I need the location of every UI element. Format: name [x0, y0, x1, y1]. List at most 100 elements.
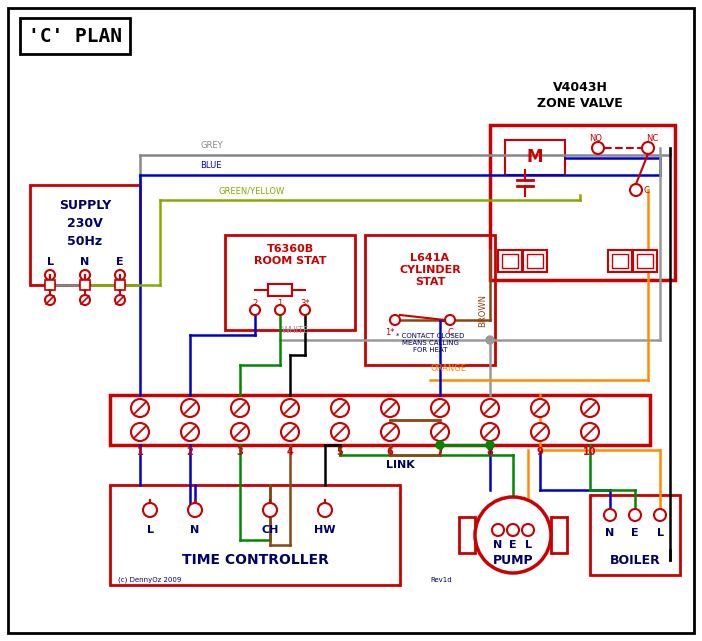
- Text: CH: CH: [261, 525, 279, 535]
- Text: 1: 1: [277, 299, 283, 308]
- Circle shape: [654, 509, 666, 521]
- Circle shape: [275, 305, 285, 315]
- Circle shape: [281, 399, 299, 417]
- Circle shape: [604, 509, 616, 521]
- Circle shape: [629, 509, 641, 521]
- Circle shape: [115, 295, 125, 305]
- Text: HW: HW: [314, 525, 336, 535]
- Circle shape: [581, 423, 599, 441]
- Text: LINK: LINK: [385, 460, 414, 470]
- FancyBboxPatch shape: [608, 250, 632, 272]
- Circle shape: [481, 399, 499, 417]
- Text: L: L: [524, 540, 531, 550]
- Circle shape: [522, 524, 534, 536]
- Text: * CONTACT CLOSED
MEANS CALLING
FOR HEAT: * CONTACT CLOSED MEANS CALLING FOR HEAT: [396, 333, 464, 353]
- Circle shape: [80, 295, 90, 305]
- Circle shape: [431, 399, 449, 417]
- Text: 4: 4: [286, 447, 293, 457]
- Circle shape: [115, 270, 125, 280]
- Text: N: N: [605, 528, 615, 538]
- FancyBboxPatch shape: [551, 517, 567, 553]
- FancyBboxPatch shape: [115, 280, 125, 290]
- Text: 3: 3: [237, 447, 244, 457]
- FancyBboxPatch shape: [268, 284, 292, 296]
- Circle shape: [381, 423, 399, 441]
- Circle shape: [263, 503, 277, 517]
- FancyBboxPatch shape: [498, 250, 522, 272]
- Text: E: E: [117, 257, 124, 267]
- Circle shape: [231, 423, 249, 441]
- Text: (c) DennyOz 2009: (c) DennyOz 2009: [118, 577, 181, 583]
- Circle shape: [431, 423, 449, 441]
- Text: 3*: 3*: [300, 299, 310, 308]
- Circle shape: [318, 503, 332, 517]
- Circle shape: [630, 184, 642, 196]
- Text: WHITE: WHITE: [282, 326, 310, 335]
- Circle shape: [331, 399, 349, 417]
- Text: N: N: [80, 257, 90, 267]
- Text: GREY: GREY: [200, 141, 223, 150]
- Circle shape: [45, 295, 55, 305]
- Text: N: N: [494, 540, 503, 550]
- FancyBboxPatch shape: [523, 250, 547, 272]
- Circle shape: [80, 280, 90, 290]
- Circle shape: [131, 399, 149, 417]
- Circle shape: [642, 142, 654, 154]
- Circle shape: [181, 399, 199, 417]
- Circle shape: [381, 399, 399, 417]
- Text: 8: 8: [486, 447, 494, 457]
- Circle shape: [45, 280, 55, 290]
- Text: C: C: [447, 328, 453, 337]
- Text: NC: NC: [646, 133, 658, 142]
- FancyBboxPatch shape: [45, 280, 55, 290]
- Text: 'C' PLAN: 'C' PLAN: [28, 26, 122, 46]
- Text: T6360B
ROOM STAT: T6360B ROOM STAT: [253, 244, 326, 266]
- Text: 230V: 230V: [67, 217, 103, 229]
- Circle shape: [507, 524, 519, 536]
- Text: L: L: [46, 257, 53, 267]
- Text: PUMP: PUMP: [493, 553, 534, 567]
- Text: ORANGE: ORANGE: [430, 364, 466, 373]
- Text: E: E: [509, 540, 517, 550]
- Text: BOILER: BOILER: [609, 553, 661, 567]
- Circle shape: [531, 423, 549, 441]
- Text: 50Hz: 50Hz: [67, 235, 102, 247]
- Text: M: M: [526, 148, 543, 166]
- Text: V4043H
ZONE VALVE: V4043H ZONE VALVE: [537, 81, 623, 110]
- Text: 6: 6: [387, 447, 393, 457]
- Circle shape: [486, 441, 494, 449]
- Circle shape: [390, 315, 400, 325]
- Circle shape: [131, 423, 149, 441]
- Circle shape: [300, 305, 310, 315]
- Circle shape: [281, 423, 299, 441]
- Text: GREEN/YELLOW: GREEN/YELLOW: [218, 186, 284, 195]
- Text: SUPPLY: SUPPLY: [59, 199, 111, 212]
- Text: L: L: [147, 525, 154, 535]
- FancyBboxPatch shape: [633, 250, 657, 272]
- Circle shape: [115, 280, 125, 290]
- Text: 2: 2: [187, 447, 193, 457]
- Circle shape: [486, 336, 494, 344]
- Circle shape: [181, 423, 199, 441]
- Text: C: C: [643, 185, 649, 194]
- Circle shape: [475, 497, 551, 573]
- Circle shape: [492, 524, 504, 536]
- Text: NO: NO: [590, 133, 602, 142]
- Text: 7: 7: [437, 447, 444, 457]
- Text: L641A
CYLINDER
STAT: L641A CYLINDER STAT: [399, 253, 461, 287]
- Circle shape: [250, 305, 260, 315]
- Circle shape: [188, 503, 202, 517]
- Circle shape: [80, 270, 90, 280]
- Text: 1*: 1*: [385, 328, 395, 337]
- Circle shape: [531, 399, 549, 417]
- Circle shape: [581, 399, 599, 417]
- Text: N: N: [190, 525, 199, 535]
- Circle shape: [481, 423, 499, 441]
- Text: E: E: [631, 528, 639, 538]
- Text: TIME CONTROLLER: TIME CONTROLLER: [182, 553, 329, 567]
- Circle shape: [45, 270, 55, 280]
- Circle shape: [231, 399, 249, 417]
- Text: 5: 5: [337, 447, 343, 457]
- Circle shape: [331, 423, 349, 441]
- Text: Rev1d: Rev1d: [430, 577, 451, 583]
